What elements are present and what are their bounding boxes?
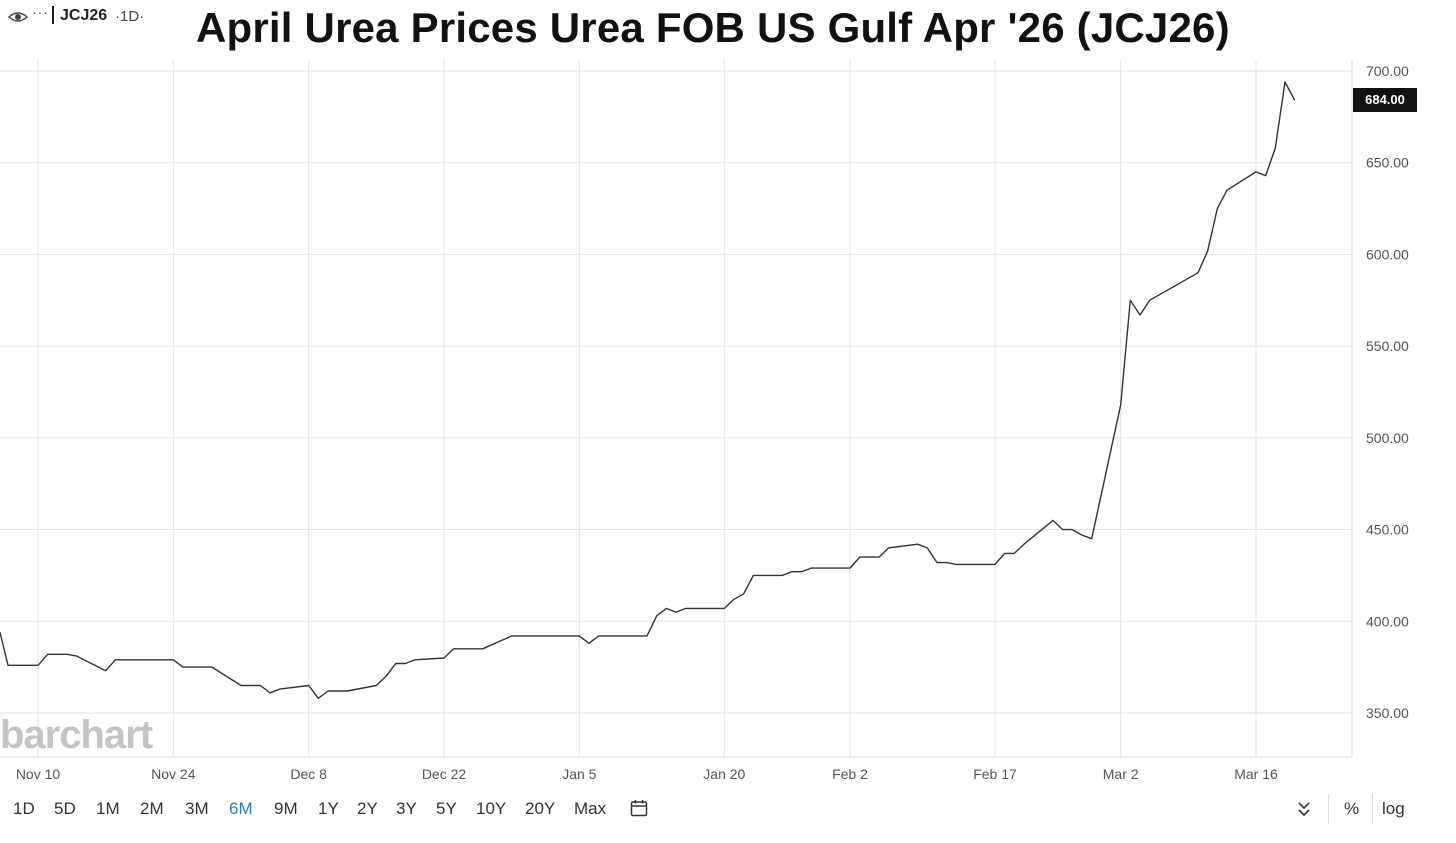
x-tick-label: Jan 20 (703, 766, 745, 782)
symbol-label[interactable]: JCJ26 (60, 7, 108, 24)
range-option-3m[interactable]: 3M (185, 799, 209, 818)
y-tick-label: 650.00 (1366, 155, 1409, 171)
percent-toggle[interactable]: % (1344, 799, 1360, 818)
range-option-20y[interactable]: 20Y (525, 799, 556, 818)
x-tick-label: Jan 5 (562, 766, 596, 782)
chart-title: April Urea Prices Urea FOB US Gulf Apr '… (196, 4, 1230, 51)
range-option-3y[interactable]: 3Y (396, 799, 417, 818)
range-option-1m[interactable]: 1M (96, 799, 120, 818)
y-tick-label: 700.00 (1366, 63, 1409, 79)
y-tick-label: 600.00 (1366, 246, 1409, 262)
range-selector: % log 1D 5D 1M 2M 3M 6M 9M 1Y 2Y 3Y 5Y 10Y 20Y Max (0, 790, 1456, 830)
last-price-tag: 684.00 (1353, 88, 1417, 113)
toolbar-divider (1372, 794, 1373, 824)
interval-label[interactable]: ·1D· (115, 8, 145, 25)
range-option-5d[interactable]: 5D (54, 799, 76, 818)
y-tick-label: 550.00 (1366, 338, 1409, 354)
range-option-max[interactable]: Max (574, 799, 607, 818)
menu-dots-icon[interactable]: ··· (32, 4, 49, 20)
range-option-9m[interactable]: 9M (274, 799, 298, 818)
y-tick-label: 450.00 (1366, 522, 1409, 538)
price-chart[interactable]: 350.00 400.00 450.00 500.00 550.00 600.00 650.… (0, 0, 1456, 790)
range-option-6m[interactable]: 6M (229, 799, 253, 818)
x-tick-label: Mar 2 (1103, 766, 1139, 782)
range-option-1d[interactable]: 1D (13, 799, 35, 818)
range-option-2m[interactable]: 2M (140, 799, 164, 818)
x-tick-label: Nov 24 (151, 766, 196, 782)
range-option-2y[interactable]: 2Y (357, 799, 378, 818)
x-tick-label: Dec 8 (290, 766, 327, 782)
log-toggle[interactable]: log (1382, 799, 1405, 818)
x-tick-label: Feb 2 (832, 766, 868, 782)
barchart-watermark: barchart (0, 713, 153, 757)
y-tick-label: 400.00 (1366, 613, 1409, 629)
y-tick-label: 500.00 (1366, 430, 1409, 446)
calendar-icon[interactable] (630, 799, 648, 817)
eye-icon[interactable] (8, 10, 28, 24)
header-divider (52, 6, 54, 24)
range-option-10y[interactable]: 10Y (476, 799, 507, 818)
double-chevron-down-icon[interactable] (1296, 800, 1312, 818)
x-tick-label: Nov 10 (16, 766, 61, 782)
range-option-5y[interactable]: 5Y (436, 799, 457, 818)
range-option-1y[interactable]: 1Y (318, 799, 339, 818)
x-tick-label: Mar 16 (1234, 766, 1278, 782)
x-tick-label: Feb 17 (973, 766, 1017, 782)
symbol-header: ··· JCJ26 ·1D· (0, 0, 180, 34)
toolbar-divider (1328, 794, 1329, 824)
x-tick-label: Dec 22 (422, 766, 467, 782)
price-series-line (0, 81, 1296, 699)
y-tick-label: 350.00 (1366, 705, 1409, 721)
